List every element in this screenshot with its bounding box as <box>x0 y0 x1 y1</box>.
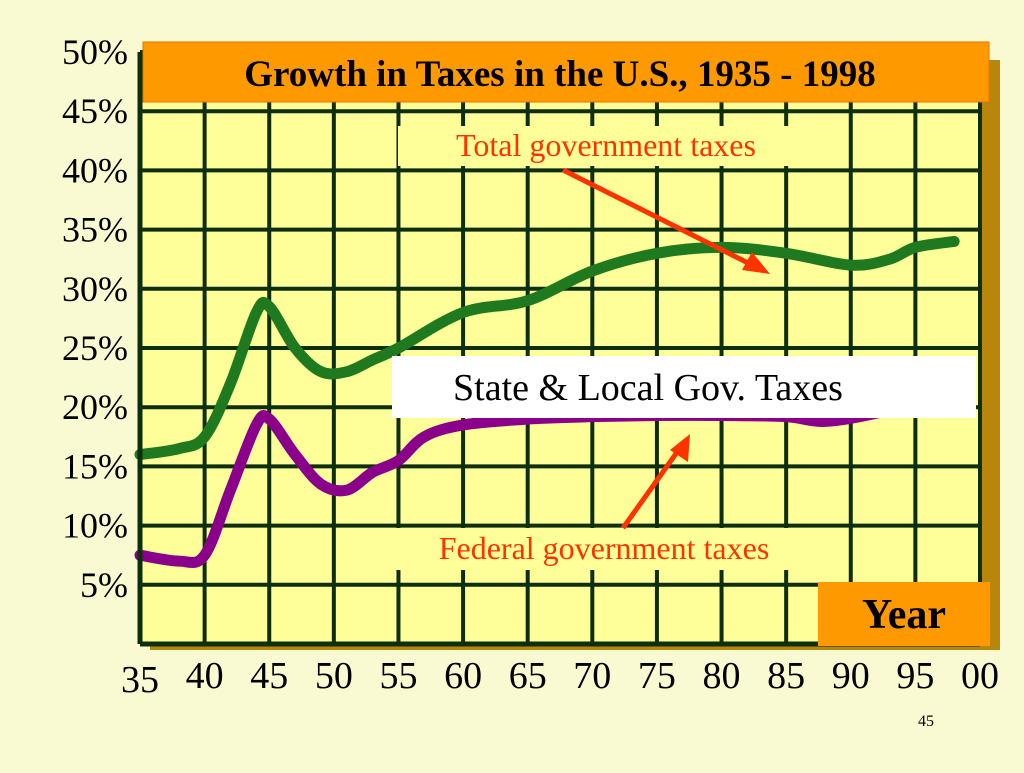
y-tick-label: 40% <box>62 150 128 190</box>
total-label-bg <box>398 126 814 166</box>
federal-arrow-head <box>670 434 690 462</box>
x-tick-label: 95 <box>896 655 934 697</box>
y-tick-label: 10% <box>62 506 128 546</box>
x-tick-label: 65 <box>509 655 547 697</box>
y-tick-label: 45% <box>62 91 128 131</box>
x-tick-label: 00 <box>961 655 999 697</box>
y-tick-label: 35% <box>62 210 128 250</box>
x-tick-label: 55 <box>379 655 417 697</box>
x-tick-label: 45 <box>250 655 288 697</box>
x-tick-label: 60 <box>444 655 482 697</box>
y-tick-labels: 5% 10% 15% 20% 25% 30% 35% 40% 45% 50% <box>62 32 128 605</box>
state-local-label: State & Local Gov. Taxes <box>453 367 843 409</box>
y-tick-label: 15% <box>62 446 128 486</box>
x-tick-label: 85 <box>767 655 805 697</box>
total-arrow-head <box>742 252 770 274</box>
chart-title: Growth in Taxes in the U.S., 1935 - 1998 <box>244 54 876 95</box>
x-tick-label: 80 <box>703 655 741 697</box>
federal-taxes-label: Federal government taxes <box>439 530 770 566</box>
total-taxes-label: Total government taxes <box>456 127 756 163</box>
x-tick-label: 40 <box>186 655 224 697</box>
y-tick-label: 50% <box>62 32 128 72</box>
x-tick-label: 50 <box>315 655 353 697</box>
title-box <box>142 41 990 103</box>
x-tick-labels: 35 40 45 50 55 60 65 70 75 80 85 90 95 00 <box>121 655 999 701</box>
y-tick-label: 30% <box>62 269 128 309</box>
federal-label-bg <box>374 528 834 570</box>
state-local-box <box>392 356 976 418</box>
y-tick-label: 5% <box>80 565 128 605</box>
x-tick-label: 70 <box>573 655 611 697</box>
x-axis-label: Year <box>862 592 946 638</box>
x-tick-label: 35 <box>121 659 159 701</box>
y-tick-label: 20% <box>62 387 128 427</box>
federal-taxes-arrow <box>620 446 683 530</box>
year-box <box>818 582 990 646</box>
x-tick-label: 90 <box>832 655 870 697</box>
total-taxes-line <box>134 235 960 461</box>
total-taxes-arrow <box>561 167 760 271</box>
x-tick-label: 75 <box>638 655 676 697</box>
y-tick-label: 25% <box>62 328 128 368</box>
page-number: 45 <box>918 713 934 730</box>
